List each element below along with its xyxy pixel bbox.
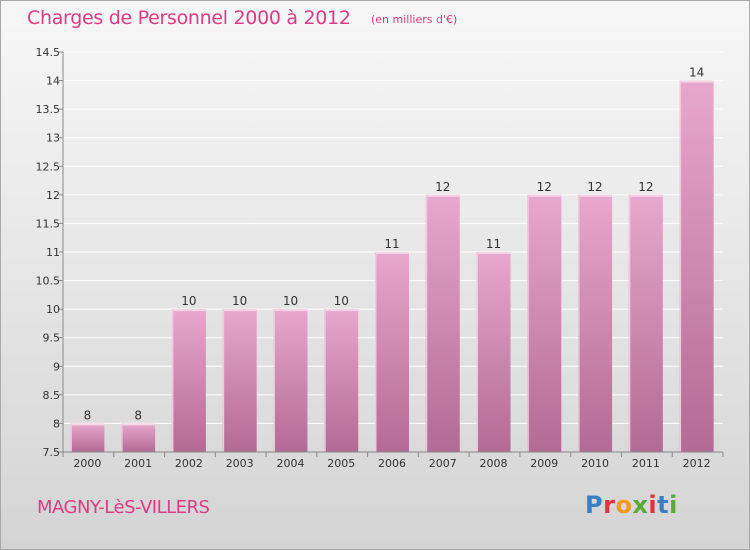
bar-top-edge	[679, 80, 714, 83]
bar-top-edge	[70, 423, 105, 426]
y-tick-label: 9	[53, 360, 60, 373]
bar-left-edge	[578, 194, 580, 452]
x-tick-label: 2006	[378, 457, 406, 470]
x-tick-label: 2005	[327, 457, 355, 470]
bar	[425, 194, 460, 452]
data-label: 8	[84, 408, 92, 422]
y-tick-label: 9.5	[43, 332, 61, 345]
y-tick-label: 11.5	[36, 217, 61, 230]
bar-top-edge	[121, 423, 156, 426]
bar	[324, 309, 359, 452]
logo-letter: P	[585, 491, 604, 519]
logo-letter: t	[657, 491, 670, 519]
bar-left-edge	[273, 309, 275, 452]
bar	[273, 309, 308, 452]
grid-lines	[63, 51, 723, 453]
bar-left-edge	[324, 309, 326, 452]
y-tick-label: 10	[46, 303, 60, 316]
bar	[628, 194, 663, 452]
data-label: 12	[435, 180, 450, 194]
bar-left-edge	[222, 309, 225, 452]
data-label: 14	[689, 66, 704, 80]
y-tick-label: 14	[46, 75, 60, 88]
bar	[171, 309, 206, 452]
y-tick-label: 14.5	[36, 46, 61, 59]
y-tick-label: 11	[46, 246, 60, 259]
bar	[121, 423, 156, 452]
y-tick-label: 12	[46, 189, 60, 202]
x-tick-label: 2008	[480, 457, 508, 470]
bar-top-edge	[273, 309, 308, 312]
data-label: 10	[334, 294, 349, 308]
proxiti-logo[interactable]: Proxiti	[585, 491, 678, 519]
bar-top-edge	[578, 194, 613, 197]
y-tick-label: 10.5	[36, 275, 61, 288]
data-label: 11	[384, 237, 399, 251]
bar-left-edge	[70, 423, 72, 452]
bar-top-edge	[527, 194, 562, 197]
y-tick-label: 13.5	[36, 103, 61, 116]
bar	[375, 252, 409, 452]
chart-title: Charges de Personnel 2000 à 2012	[27, 7, 351, 29]
y-tick-label: 8	[53, 417, 60, 430]
bar	[578, 194, 613, 452]
y-tick-label: 7.5	[43, 446, 61, 459]
bar-left-edge	[628, 194, 631, 452]
bar-top-edge	[476, 252, 511, 254]
x-tick-label: 2009	[530, 457, 558, 470]
bar-left-edge	[375, 252, 377, 452]
bar	[476, 252, 511, 452]
logo-letter: x	[632, 491, 649, 519]
y-tick-label: 12.5	[36, 160, 61, 173]
x-tick-label: 2002	[175, 457, 203, 470]
bar-left-edge	[679, 80, 682, 453]
data-label: 11	[486, 237, 501, 251]
bar-top-edge	[375, 252, 409, 254]
commune-name: MAGNY-LèS-VILLERS	[37, 497, 210, 518]
y-tick-label: 8.5	[43, 389, 61, 402]
x-tick-label: 2011	[632, 457, 660, 470]
data-label: 10	[232, 294, 247, 308]
bar	[222, 309, 257, 452]
bar	[679, 80, 714, 453]
bar-top-edge	[324, 309, 359, 312]
bars: 8 8 10 10 10 10 11 12 11 12 12 12 14	[70, 66, 714, 453]
data-label: 10	[181, 294, 196, 308]
data-label: 12	[587, 180, 602, 194]
data-label: 12	[638, 180, 653, 194]
x-tick-label: 2000	[73, 457, 101, 470]
x-tick-label: 2001	[124, 457, 152, 470]
bar-top-edge	[222, 309, 257, 312]
y-tick-label: 13	[46, 132, 60, 145]
bar	[527, 194, 562, 452]
bar-left-edge	[527, 194, 529, 452]
bar-top-edge	[425, 194, 460, 197]
bar-left-edge	[425, 194, 428, 452]
logo-letter: i	[669, 491, 678, 519]
y-axis: 7.5 8 8.5 9 9.5 10 10.5 11 11.5 12 12.5 13 13.5 14 14.…	[36, 46, 64, 459]
logo-letter: o	[615, 491, 633, 519]
bar-left-edge	[121, 423, 123, 452]
logo-letter: r	[603, 491, 616, 519]
x-tick-label: 2012	[683, 457, 711, 470]
data-label: 8	[134, 408, 142, 422]
bar-top-edge	[171, 309, 206, 312]
chart-unit: (en milliers d'€)	[371, 13, 458, 26]
x-tick-label: 2007	[429, 457, 457, 470]
logo-letter: i	[648, 491, 658, 519]
data-label: 12	[537, 180, 552, 194]
x-tick-label: 2010	[581, 457, 609, 470]
bar-left-edge	[476, 252, 479, 452]
bar-left-edge	[171, 309, 174, 452]
x-tick-label: 2003	[226, 457, 254, 470]
bar	[70, 423, 105, 452]
x-tick-label: 2004	[276, 457, 304, 470]
x-axis: 2000 2001 2002 2003 2004 2005 2006 2007 2008 2009…	[62, 451, 724, 470]
data-label: 10	[283, 294, 298, 308]
bar-top-edge	[628, 194, 663, 197]
